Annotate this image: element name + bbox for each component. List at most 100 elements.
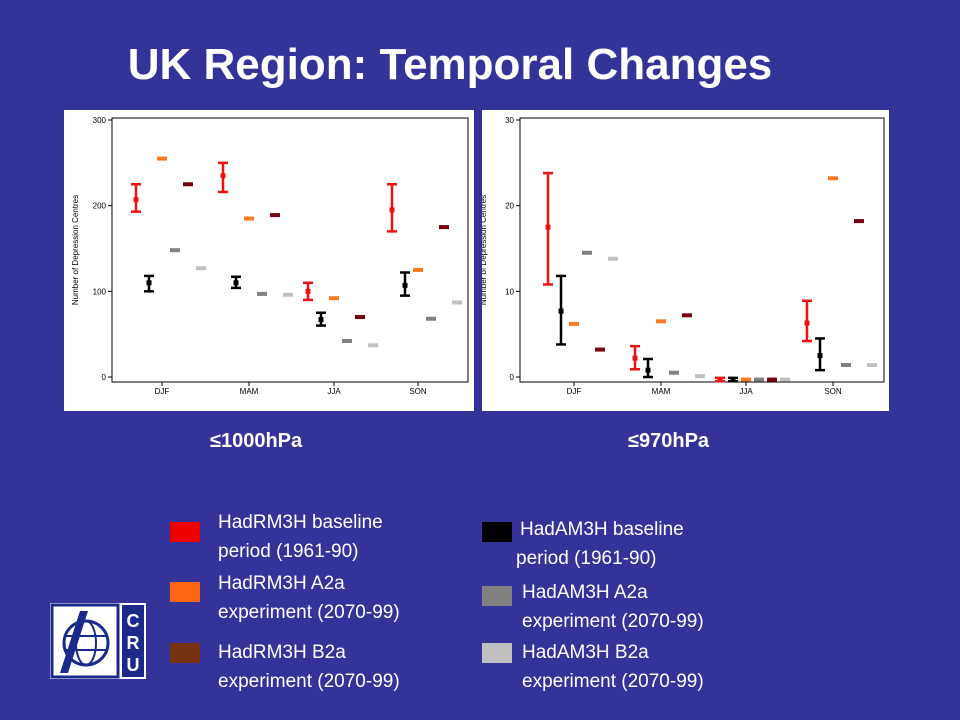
y-axis-label: Number of Depression Centres — [71, 195, 80, 305]
x-tick-label: DJF — [567, 387, 582, 396]
data-point — [170, 248, 180, 253]
y-tick-label: 200 — [93, 202, 107, 211]
data-point — [545, 224, 551, 230]
legend-swatch-hadrm3h-baseline — [170, 522, 200, 542]
data-point — [682, 313, 692, 318]
x-tick-label: JJA — [739, 387, 753, 396]
legend-line2: experiment (2070-99) — [522, 671, 704, 692]
data-point — [196, 266, 206, 271]
y-tick-label: 10 — [505, 287, 514, 296]
data-point — [413, 267, 423, 272]
x-tick-label: MAM — [240, 387, 259, 396]
data-point — [695, 374, 705, 379]
data-point — [841, 363, 851, 368]
data-point — [439, 225, 449, 230]
data-point — [452, 300, 462, 305]
legend-line2: period (1961-90) — [516, 548, 657, 569]
data-point — [146, 280, 152, 286]
data-point — [558, 308, 564, 314]
data-point — [389, 207, 395, 213]
data-point — [329, 296, 339, 301]
data-point — [257, 291, 267, 296]
cru-logo: C R U — [50, 603, 146, 679]
data-point — [656, 319, 666, 324]
cru-letter-u: U — [127, 655, 140, 675]
data-point — [608, 256, 618, 261]
data-point — [595, 347, 605, 352]
legend-line1: HadRM3H B2a — [218, 642, 346, 663]
x-tick-label: MAM — [652, 387, 671, 396]
legend-line2: experiment (2070-99) — [218, 602, 400, 623]
chart-970hpa-svg: 0 10 20 30 Number of Depression Centres DJF MA… — [482, 116, 885, 396]
legend-swatch-hadrm3h-a2a — [170, 582, 200, 602]
data-point — [318, 317, 324, 323]
data-point — [804, 320, 810, 326]
slide-title-text: UK Region: Temporal Changes — [127, 40, 773, 89]
legend-swatch-hadam3h-b2a — [482, 643, 512, 663]
x-tick-label: DJF — [155, 387, 170, 396]
plot-frame — [519, 117, 885, 383]
x-tick-label: JJA — [327, 387, 341, 396]
data-point — [233, 280, 239, 286]
legend-swatch-hadrm3h-b2a — [170, 643, 200, 663]
data-point — [569, 321, 579, 326]
data-point — [355, 315, 365, 320]
cru-globe-logo-icon: C R U — [50, 603, 144, 679]
slide-title: UK Region: Temporal Changes — [0, 40, 960, 90]
legend-text-hadrm3h-a2a: HadRM3H A2a experiment (2070-99) — [218, 569, 478, 627]
legend-line1: HadRM3H baseline — [218, 512, 383, 533]
data-point — [828, 176, 838, 181]
data-point — [183, 182, 193, 187]
data-point — [817, 353, 823, 359]
legend-text-hadrm3h-baseline: HadRM3H baseline period (1961-90) — [218, 508, 478, 566]
chart-970hpa: 0 10 20 30 Number of Depression Centres DJF MA… — [482, 110, 889, 411]
y-tick-label: 100 — [93, 287, 107, 296]
legend-line1: HadAM3H baseline — [520, 519, 684, 540]
data-point — [157, 156, 167, 161]
data-point — [283, 292, 293, 297]
data-point — [133, 197, 139, 203]
legend-text-hadam3h-b2a: HadAM3H B2a experiment (2070-99) — [522, 638, 782, 696]
threshold-label-1000hpa: ≤1000hPa — [210, 430, 303, 452]
x-tick-label: SON — [824, 387, 842, 396]
y-tick-label: 300 — [93, 116, 107, 125]
data-point — [867, 363, 877, 368]
legend-line1: HadAM3H B2a — [522, 642, 649, 663]
chart-1000hpa-svg: 0 100 200 300 Number of Depression Centres DJ… — [71, 116, 469, 396]
legend-text-hadrm3h-b2a: HadRM3H B2a experiment (2070-99) — [218, 638, 478, 696]
y-tick-label: 0 — [510, 373, 515, 382]
data-point — [669, 370, 679, 375]
legend-line2: experiment (2070-99) — [218, 671, 400, 692]
y-tick-label: 30 — [505, 116, 514, 125]
data-point — [426, 316, 436, 321]
threshold-label-970hpa: ≤970hPa — [628, 430, 710, 452]
legend-line2: experiment (2070-99) — [522, 611, 704, 632]
data-point — [854, 219, 864, 224]
cru-letter-r: R — [127, 633, 140, 653]
data-point — [767, 377, 777, 382]
legend-swatch-hadam3h-baseline — [482, 522, 512, 542]
cru-letter-c: C — [127, 611, 140, 631]
legend-line2: period (1961-90) — [218, 541, 359, 562]
legend-line1: HadRM3H A2a — [218, 573, 345, 594]
y-tick-label: 0 — [102, 373, 107, 382]
data-point — [270, 213, 280, 218]
data-point — [582, 250, 592, 255]
data-point — [632, 355, 638, 361]
data-point — [342, 339, 352, 344]
legend-swatch-hadam3h-a2a — [482, 586, 512, 606]
data-point — [730, 377, 736, 383]
data-point — [780, 377, 790, 382]
data-point — [220, 173, 226, 179]
y-axis-label: Number of Depression Centres — [482, 195, 488, 305]
data-point — [368, 343, 378, 348]
data-point — [717, 377, 723, 383]
data-point — [754, 377, 764, 382]
data-point — [244, 216, 254, 221]
data-point — [402, 282, 408, 288]
data-point — [645, 367, 651, 373]
legend-text-hadam3h-a2a: HadAM3H A2a experiment (2070-99) — [522, 578, 782, 636]
data-point — [741, 377, 751, 382]
x-tick-label: SON — [409, 387, 427, 396]
data-point — [305, 288, 311, 294]
